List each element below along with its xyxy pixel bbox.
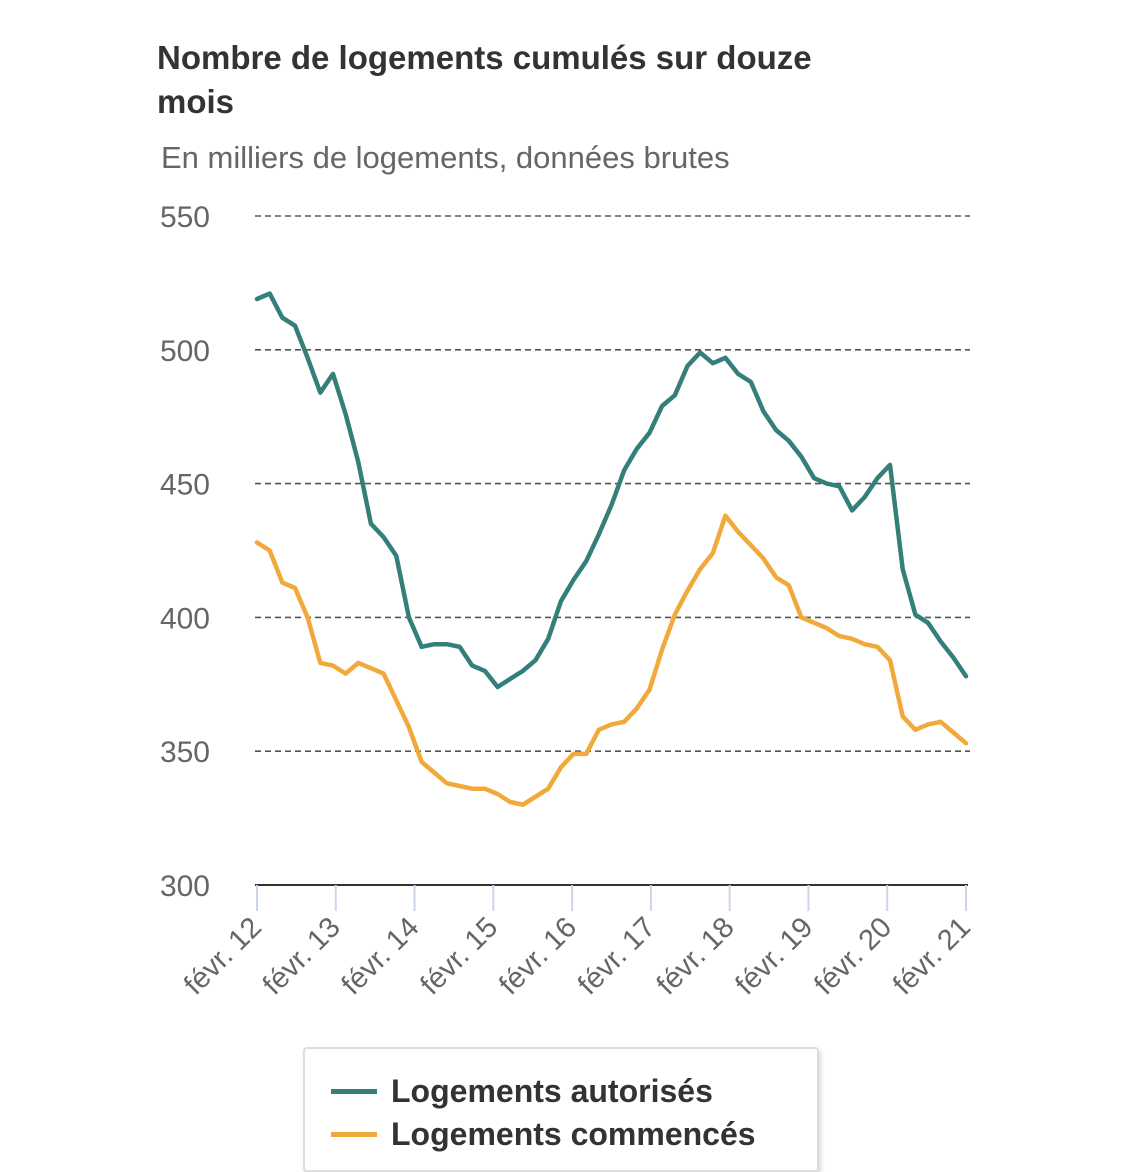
x-tick-label-4: févr. 16 [493, 911, 583, 1001]
x-tick-label-0: févr. 12 [178, 911, 268, 1001]
x-tick-label-6: févr. 18 [651, 911, 741, 1001]
legend-swatch-autorises [331, 1088, 377, 1094]
series-line-1 [254, 513, 969, 807]
x-tick-label-9: févr. 21 [887, 911, 977, 1001]
x-tick-label-7: févr. 19 [730, 911, 820, 1001]
y-tick-label-350: 350 [160, 736, 210, 769]
x-tick-label-8: févr. 20 [808, 911, 898, 1001]
x-tick-label-1: févr. 13 [257, 911, 347, 1001]
series-line-0 [254, 291, 969, 690]
legend-item-autorises[interactable]: Logements autorisés [331, 1071, 713, 1111]
x-tick-label-5: févr. 17 [572, 911, 662, 1001]
chart-legend: Logements autorisés Logements commencés [303, 1047, 819, 1172]
legend-label-autorises: Logements autorisés [391, 1072, 713, 1109]
y-tick-label-500: 500 [160, 335, 210, 368]
y-tick-label-550: 550 [160, 201, 210, 234]
y-tick-label-400: 400 [160, 602, 210, 635]
y-tick-label-300: 300 [160, 870, 210, 903]
chart-title: Nombre de logements cumulés sur douze mo… [157, 39, 812, 120]
legend-item-commences[interactable]: Logements commencés [331, 1114, 756, 1154]
x-tick-label-2: févr. 14 [336, 911, 426, 1001]
legend-label-commences: Logements commencés [391, 1115, 756, 1152]
chart-subtitle: En milliers de logements, données brutes [161, 140, 730, 175]
x-tick-label-3: févr. 15 [414, 911, 504, 1001]
y-tick-label-450: 450 [160, 469, 210, 502]
legend-swatch-commences [331, 1131, 377, 1137]
